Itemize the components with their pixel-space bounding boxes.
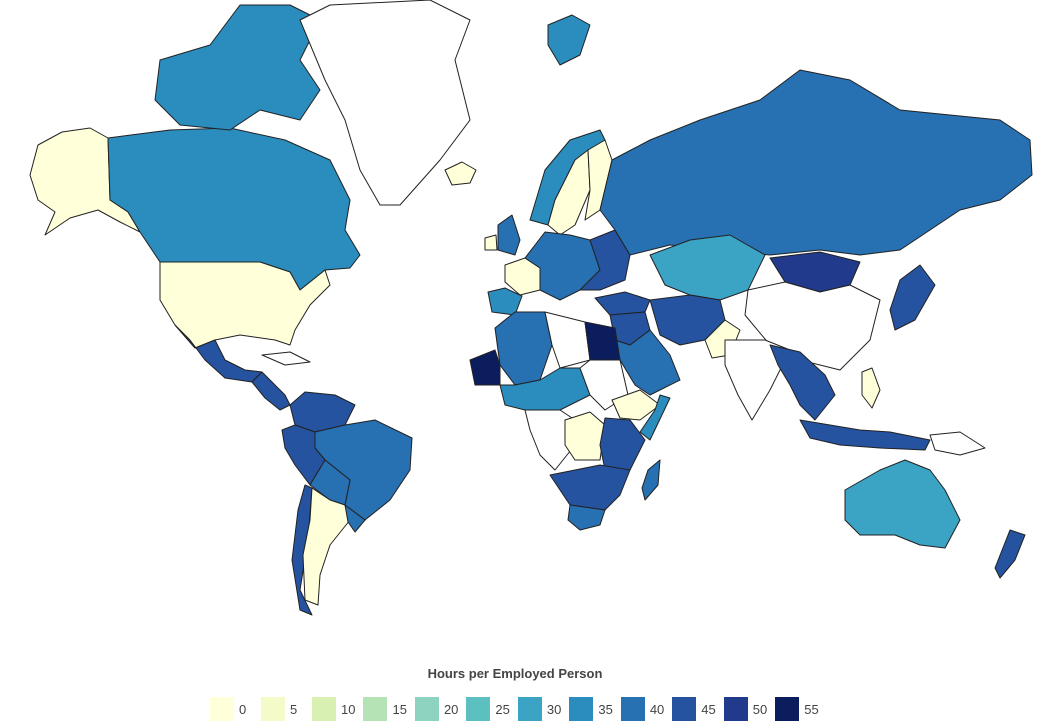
region-morocco-algeria[interactable] bbox=[494, 311, 553, 386]
region-egypt[interactable] bbox=[584, 321, 621, 361]
region-papua[interactable] bbox=[929, 431, 986, 456]
region-argentina[interactable] bbox=[302, 487, 351, 606]
legend-label: 45 bbox=[701, 701, 716, 717]
region-southern-africa[interactable] bbox=[549, 464, 631, 511]
legend-item: 40 bbox=[620, 697, 665, 721]
region-uruguay[interactable] bbox=[344, 504, 366, 533]
legend-item: 45 bbox=[672, 697, 716, 721]
legend-item: 50 bbox=[723, 697, 768, 721]
legend-label: 55 bbox=[804, 701, 819, 717]
region-madagascar[interactable] bbox=[641, 459, 661, 501]
legend-item: 0 bbox=[210, 697, 253, 721]
region-ireland[interactable] bbox=[484, 234, 498, 251]
legend-swatch bbox=[261, 697, 285, 721]
legend-swatch bbox=[210, 697, 234, 721]
legend-label: 10 bbox=[341, 701, 356, 717]
legend: 0 5 10 15 20 25 30 35 40 45 50 55 bbox=[210, 696, 827, 722]
legend-swatch bbox=[312, 697, 336, 721]
region-japan[interactable] bbox=[889, 264, 936, 331]
region-ethiopia[interactable] bbox=[611, 389, 661, 421]
region-philippines[interactable] bbox=[861, 367, 881, 409]
legend-item: 30 bbox=[517, 697, 562, 721]
legend-label: 20 bbox=[443, 701, 459, 717]
region-mauritania[interactable] bbox=[469, 349, 501, 386]
legend-title: Hours per Employed Person bbox=[427, 666, 603, 681]
region-russia[interactable] bbox=[599, 69, 1033, 256]
region-indonesia[interactable] bbox=[799, 419, 931, 451]
region-australia[interactable] bbox=[844, 459, 961, 549]
legend-label: 25 bbox=[495, 701, 510, 717]
legend-swatch bbox=[414, 697, 439, 721]
region-iberia[interactable] bbox=[487, 287, 523, 316]
region-united-kingdom[interactable] bbox=[497, 214, 521, 256]
region-cuba[interactable] bbox=[261, 351, 311, 366]
legend-label: 40 bbox=[649, 701, 665, 717]
legend-item: 15 bbox=[363, 697, 407, 721]
region-saudi-arabia[interactable] bbox=[614, 329, 681, 396]
legend-swatch bbox=[363, 697, 388, 721]
region-india[interactable] bbox=[724, 339, 791, 421]
region-iceland[interactable] bbox=[444, 161, 477, 186]
legend-label: 5 bbox=[290, 701, 298, 717]
region-libya[interactable] bbox=[544, 311, 591, 369]
legend-swatch bbox=[723, 697, 748, 721]
region-southeast-asia[interactable] bbox=[769, 344, 836, 421]
region-svalbard[interactable] bbox=[547, 14, 591, 66]
legend-label: 30 bbox=[546, 701, 562, 717]
region-east-africa[interactable] bbox=[599, 417, 646, 471]
region-somalia[interactable] bbox=[639, 394, 671, 441]
legend-label: 0 bbox=[239, 701, 247, 717]
legend-swatch bbox=[620, 697, 645, 721]
legend-label: 15 bbox=[392, 701, 407, 717]
legend-swatch bbox=[569, 697, 594, 721]
legend-item: 35 bbox=[569, 697, 613, 721]
legend-swatch bbox=[775, 697, 800, 721]
region-canadian-arctic[interactable] bbox=[154, 4, 321, 131]
region-greenland[interactable] bbox=[299, 0, 471, 206]
legend-item: 5 bbox=[261, 697, 304, 721]
legend-swatch bbox=[517, 697, 542, 721]
legend-label: 35 bbox=[598, 701, 613, 717]
legend-item: 55 bbox=[775, 697, 819, 721]
legend-label: 50 bbox=[752, 701, 768, 717]
legend-item: 20 bbox=[414, 697, 459, 721]
legend-item: 25 bbox=[466, 697, 510, 721]
region-alaska[interactable] bbox=[29, 127, 141, 236]
legend-swatch bbox=[672, 697, 697, 721]
world-choropleth-map bbox=[29, 0, 1033, 616]
region-south-africa[interactable] bbox=[567, 504, 606, 531]
region-central-africa[interactable] bbox=[524, 409, 576, 471]
legend-swatch bbox=[466, 697, 491, 721]
region-new-zealand[interactable] bbox=[994, 529, 1026, 579]
region-turkey[interactable] bbox=[594, 291, 651, 316]
region-central-america[interactable] bbox=[251, 371, 291, 411]
legend-item: 10 bbox=[312, 697, 355, 721]
region-dr-congo[interactable] bbox=[564, 411, 606, 461]
